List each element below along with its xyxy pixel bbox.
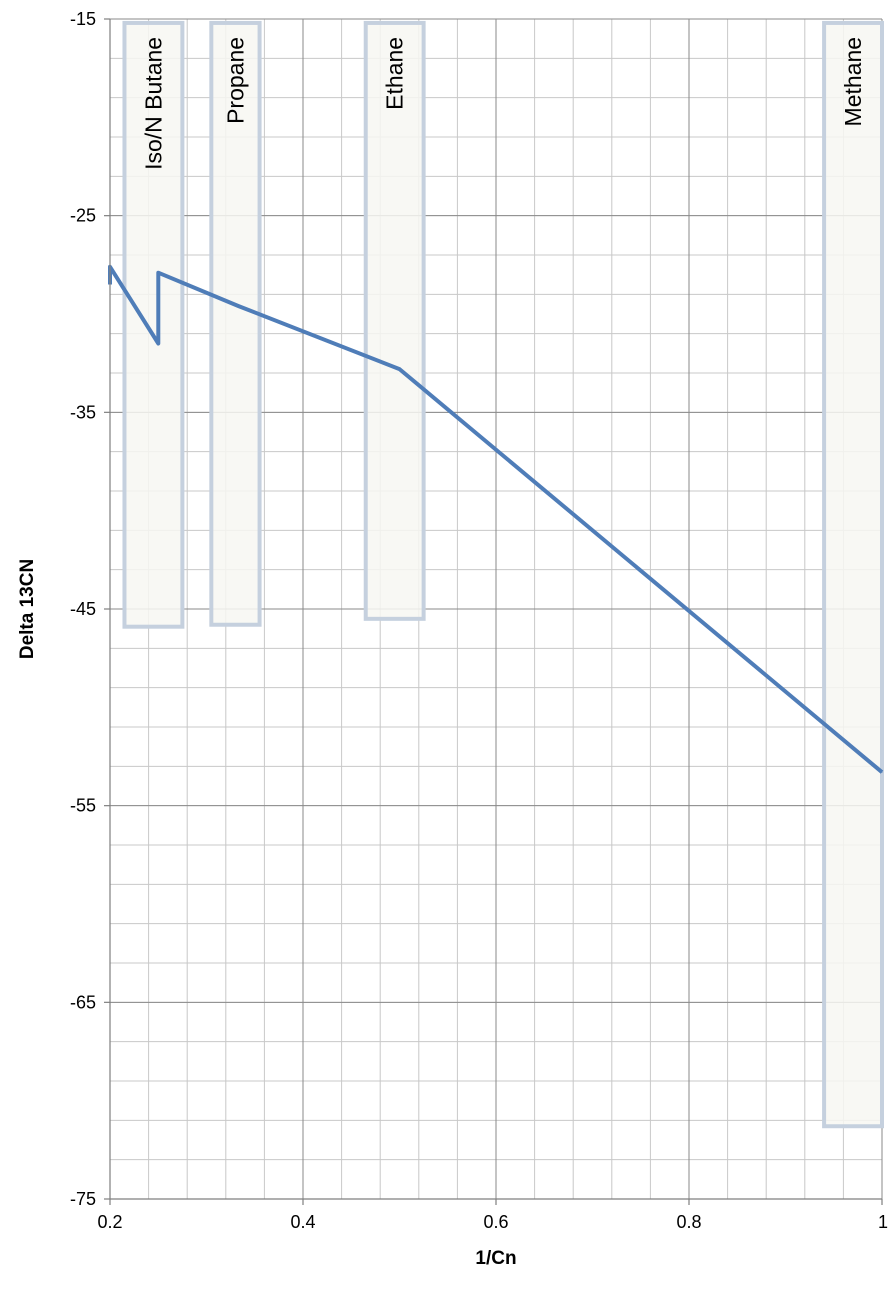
x-tick-label: 1	[878, 1212, 888, 1232]
band-label: Ethane	[382, 37, 408, 110]
data-point	[881, 771, 883, 773]
bands: Iso/N Butane Propane Ethane Methane	[122, 20, 884, 1129]
y-tick-label: -75	[70, 1189, 96, 1209]
x-tick-label: 0.2	[97, 1212, 122, 1232]
axes	[104, 18, 883, 1205]
band-1	[209, 20, 262, 627]
tick-labels: -15 -25 -35 -45 -55 -65 -750.2 0.4 0.6 0.8 1	[70, 9, 888, 1232]
band-2	[363, 20, 426, 621]
data-point	[157, 343, 159, 344]
band-label: Iso/N Butane	[140, 37, 166, 170]
x-tick-label: 0.8	[676, 1212, 701, 1232]
y-tick-label: -65	[70, 992, 96, 1012]
x-tick-label: 0.4	[290, 1212, 315, 1232]
band-label: Methane	[840, 37, 866, 127]
band-label: Propane	[222, 37, 248, 124]
band-0	[122, 20, 185, 629]
data-point	[157, 272, 159, 274]
y-tick-label: -45	[70, 599, 96, 619]
y-tick-label: -35	[70, 402, 96, 422]
y-tick-label: -25	[70, 206, 96, 226]
band-3	[822, 20, 884, 1129]
y-axis-title: Delta 13CN	[17, 559, 38, 659]
y-tick-label: -55	[70, 796, 96, 816]
data-point	[399, 368, 400, 370]
y-tick-label: -15	[70, 9, 96, 29]
x-axis-title: 1/Cn	[475, 1248, 516, 1269]
data-point	[238, 305, 240, 307]
x-tick-label: 0.6	[483, 1212, 508, 1232]
